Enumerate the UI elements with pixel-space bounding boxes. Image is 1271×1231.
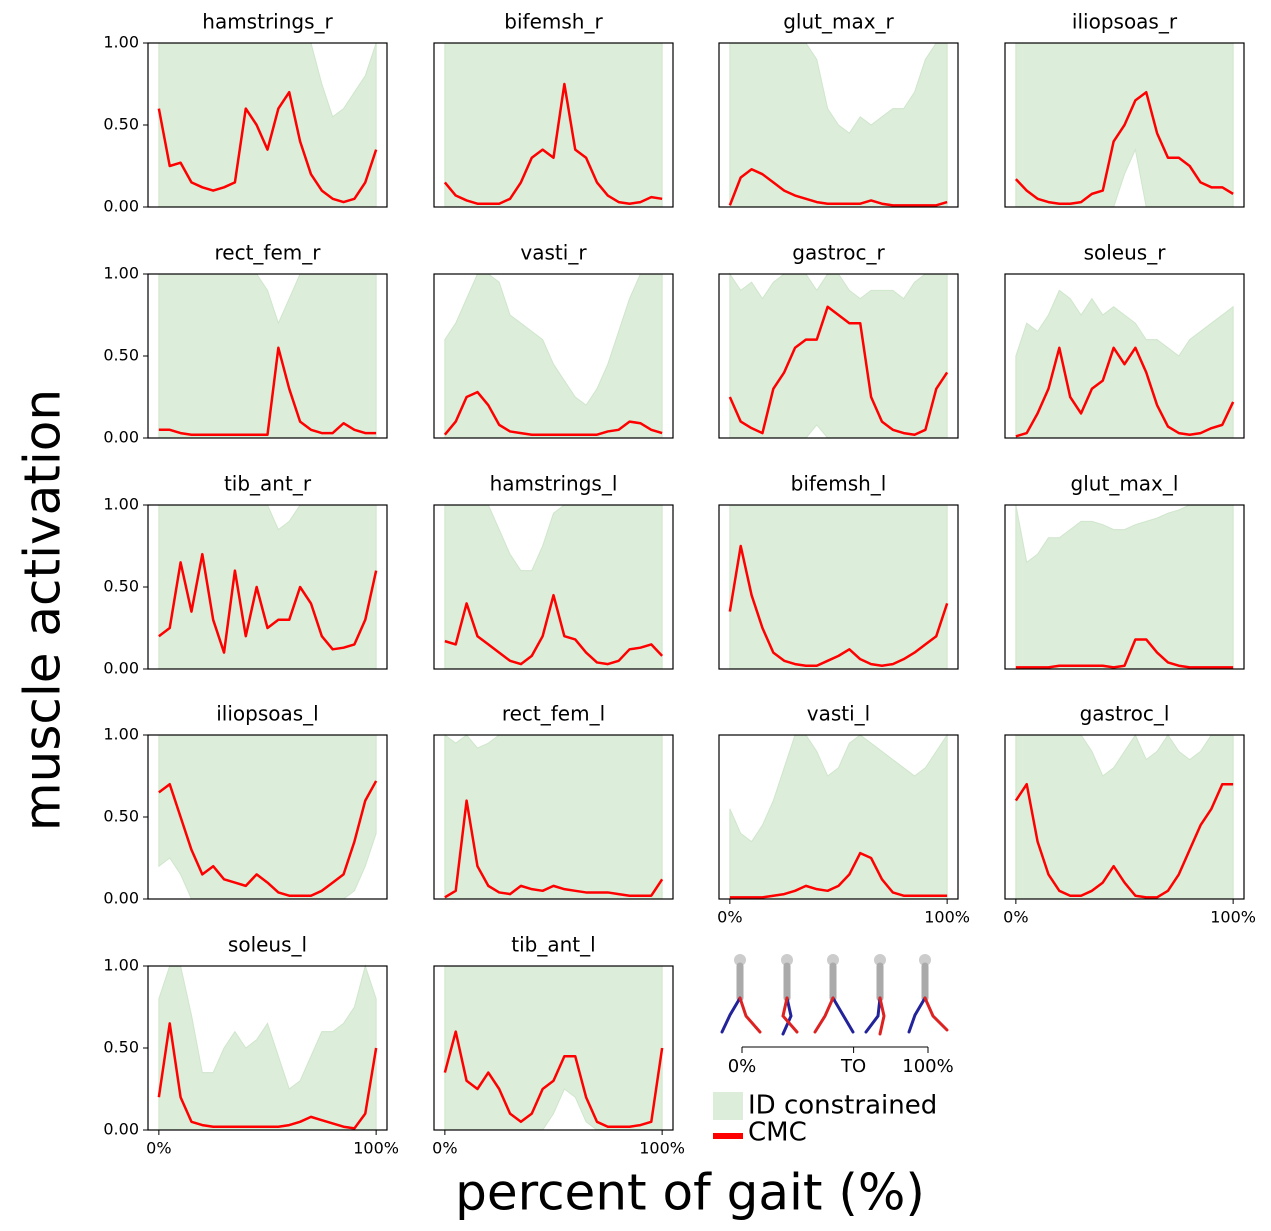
- cmc-line: [157, 1022, 378, 1130]
- panel-title: vasti_r: [520, 241, 587, 265]
- plot-frame: [1004, 42, 1245, 208]
- y-tick-label: 1.00: [103, 33, 139, 52]
- panel-title: soleus_r: [1084, 241, 1167, 265]
- y-tick-label: 1.00: [103, 956, 139, 975]
- plot-frame: [433, 504, 674, 670]
- cmc-line: [729, 851, 948, 899]
- id-constrained-band: [158, 964, 377, 1131]
- plot-frame: [433, 965, 674, 1131]
- plot-frame: [718, 734, 959, 900]
- cmc-line: [444, 593, 664, 666]
- gait-tick-label: TO: [840, 1056, 866, 1077]
- x-tick-label: 0%: [146, 1139, 171, 1158]
- cmc-line: [444, 799, 664, 899]
- cmc-line: [1014, 782, 1234, 899]
- y-tick-label: 0.50: [103, 346, 139, 365]
- y-tick-label: 1.00: [103, 495, 139, 514]
- gait-tick-label: 0%: [728, 1056, 757, 1077]
- cmc-line: [158, 346, 377, 436]
- cmc-line: [728, 168, 948, 207]
- id-constrained-band: [444, 504, 663, 670]
- plot-frame: [1004, 734, 1245, 900]
- id-constrained-band: [1015, 504, 1234, 670]
- cmc-line: [443, 390, 663, 436]
- panel-title: vasti_l: [807, 702, 870, 726]
- id-constrained-band: [729, 42, 948, 208]
- id-constrained-band: [444, 273, 663, 439]
- y-tick-label: 1.00: [103, 725, 139, 744]
- y-tick-label: 0.50: [103, 577, 139, 596]
- y-tick-label: 0.50: [103, 807, 139, 826]
- panel-title: hamstrings_l: [490, 472, 618, 496]
- cmc-line: [728, 305, 949, 436]
- id-constrained-band: [158, 273, 377, 439]
- y-axis-label: muscle activation: [14, 389, 72, 831]
- x-tick-label: 100%: [353, 1139, 399, 1158]
- x-tick-label: 0%: [717, 908, 742, 927]
- y-tick-label: 0.50: [103, 115, 139, 134]
- panel-title: glut_max_r: [783, 10, 894, 34]
- plot-frame: [718, 273, 959, 439]
- panel-title: soleus_l: [228, 933, 307, 957]
- legend-swatch: [713, 1092, 743, 1120]
- y-tick-label: 0.50: [103, 1038, 139, 1057]
- plot-frame: [433, 273, 674, 439]
- x-tick-label: 100%: [1210, 908, 1256, 927]
- id-constrained-band: [444, 965, 663, 1131]
- plot-frame: [433, 734, 674, 900]
- panel-title: bifemsh_r: [504, 10, 603, 34]
- id-constrained-band: [729, 733, 948, 900]
- plot-frame: [718, 504, 959, 670]
- cmc-line: [443, 1030, 664, 1128]
- y-tick-label: 0.00: [103, 1120, 139, 1139]
- id-constrained-band: [158, 504, 377, 670]
- id-constrained-band: [444, 733, 663, 900]
- y-tick-label: 1.00: [103, 264, 139, 283]
- panel-title: hamstrings_r: [202, 10, 333, 34]
- gait-figures: [720, 954, 949, 1036]
- id-constrained-band: [729, 272, 948, 439]
- y-tick-label: 0.00: [103, 197, 139, 216]
- plot-frame: [433, 42, 674, 208]
- panel-title: tib_ant_r: [224, 472, 312, 496]
- cmc-line: [157, 90, 378, 204]
- x-axis-label: percent of gait (%): [455, 1164, 925, 1222]
- panel-title: rect_fem_r: [215, 241, 322, 265]
- cmc-line: [1015, 638, 1234, 669]
- cmc-line: [728, 544, 949, 667]
- legend-label: CMC: [748, 1118, 807, 1148]
- cmc-line: [158, 552, 378, 654]
- x-tick-label: 0%: [432, 1139, 457, 1158]
- panel-title: gastroc_r: [792, 241, 885, 265]
- y-tick-label: 0.00: [103, 659, 139, 678]
- plot-frame: [1004, 273, 1245, 439]
- y-tick-label: 0.00: [103, 428, 139, 447]
- panel-title: bifemsh_l: [791, 472, 887, 496]
- id-constrained-band: [444, 42, 663, 208]
- cmc-line: [158, 780, 378, 897]
- panel-title: rect_fem_l: [502, 702, 605, 726]
- x-tick-label: 100%: [639, 1139, 685, 1158]
- gait-tick-label: 100%: [902, 1056, 953, 1077]
- cmc-line: [443, 82, 663, 205]
- panel-title: iliopsoas_l: [216, 702, 319, 726]
- x-tick-label: 0%: [1003, 908, 1028, 927]
- panel-title: glut_max_l: [1071, 472, 1179, 496]
- x-tick-label: 100%: [924, 908, 970, 927]
- panel-title: tib_ant_l: [511, 933, 595, 957]
- panel-title: gastroc_l: [1080, 702, 1170, 726]
- cmc-line: [1014, 90, 1234, 205]
- plot-frame: [718, 42, 959, 208]
- panel-title: iliopsoas_r: [1072, 10, 1178, 34]
- y-tick-label: 0.00: [103, 889, 139, 908]
- id-constrained-band: [729, 504, 948, 670]
- cmc-line: [1015, 346, 1235, 438]
- plot-frame: [1004, 504, 1245, 670]
- legend-label: ID constrained: [748, 1091, 937, 1121]
